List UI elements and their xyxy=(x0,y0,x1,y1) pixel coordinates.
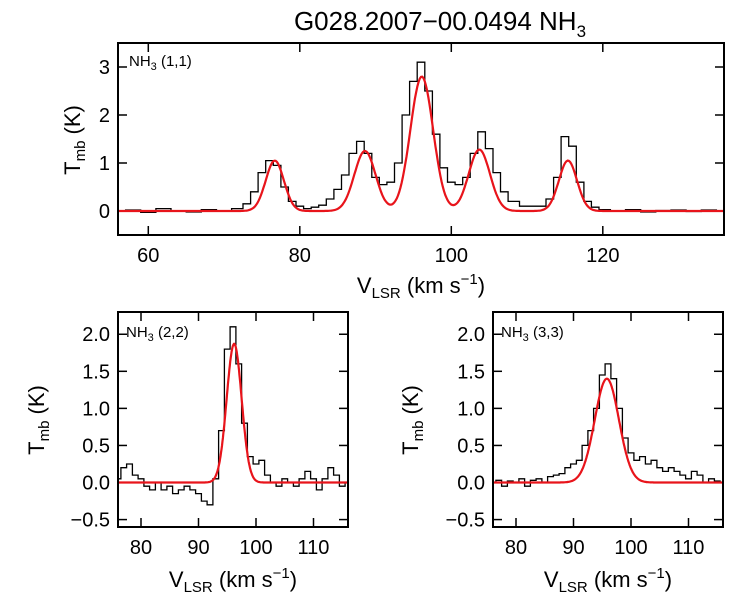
plot-frame xyxy=(117,311,349,528)
figure-title: G028.2007−00.0494 NH3 xyxy=(294,6,586,41)
y-tick-label: 0.0 xyxy=(82,473,110,495)
plot-frame xyxy=(492,311,724,528)
panel-label: NH3 (1,1) xyxy=(129,53,192,73)
panel-nh3-22: NH3 (2,2) VLSR (km s−1) Tmb (K) 80 90 100 1… xyxy=(24,311,349,596)
y-tick-label: 1.0 xyxy=(82,398,110,420)
x-tick-label: 80 xyxy=(289,245,311,267)
y-tick-label: 1.0 xyxy=(457,398,485,420)
panel-label: NH3 (2,2) xyxy=(126,324,189,344)
y-tick-label: 2 xyxy=(99,105,110,127)
x-tick-label: 80 xyxy=(505,537,527,559)
observed-spectrum xyxy=(118,61,724,214)
panel-label: NH3 (3,3) xyxy=(501,324,564,344)
y-tick-label: 1.5 xyxy=(82,361,110,383)
y-axis-label: Tmb (K) xyxy=(24,385,53,455)
y-tick-label: 1.5 xyxy=(457,361,485,383)
x-axis-label: VLSR (km s−1) xyxy=(357,271,485,302)
x-tick-label: 110 xyxy=(298,537,330,559)
model-fit xyxy=(493,377,723,484)
panel-nh3-11: NH3 (1,1) VLSR (km s−1) Tmb (K) 60 80 100 1… xyxy=(60,42,725,302)
y-tick-label: 0.0 xyxy=(457,473,485,495)
y-tick-label: 2.0 xyxy=(82,324,110,346)
x-tick-label: 100 xyxy=(435,245,468,267)
y-tick-label: 2.0 xyxy=(457,324,485,346)
x-axis-label: VLSR (km s−1) xyxy=(169,565,297,596)
x-tick-label: 80 xyxy=(130,537,152,559)
x-tick-label: 90 xyxy=(562,537,584,559)
model-fit xyxy=(118,342,348,484)
x-tick-label: 120 xyxy=(586,245,619,267)
observed-spectrum xyxy=(493,363,723,487)
x-tick-label: 90 xyxy=(187,537,209,559)
y-tick-label: 0 xyxy=(99,201,110,223)
y-tick-label: 0.5 xyxy=(457,435,485,457)
x-tick-label: 100 xyxy=(614,537,647,559)
model-fit xyxy=(118,75,724,213)
y-tick-label: −0.5 xyxy=(71,510,110,532)
y-tick-label: 1 xyxy=(99,153,110,175)
y-tick-label: −0.5 xyxy=(446,510,485,532)
y-tick-label: 3 xyxy=(99,57,110,79)
x-axis-label: VLSR (km s−1) xyxy=(544,565,672,596)
x-tick-label: 60 xyxy=(137,245,159,267)
y-axis-label: Tmb (K) xyxy=(398,385,427,455)
plot-frame xyxy=(117,42,725,236)
x-tick-label: 110 xyxy=(673,537,705,559)
y-axis-label: Tmb (K) xyxy=(60,105,89,175)
y-tick-label: 0.5 xyxy=(82,435,110,457)
panel-nh3-33: NH3 (3,3) VLSR (km s−1) Tmb (K) 80 90 100 1… xyxy=(398,311,724,596)
x-tick-label: 100 xyxy=(239,537,272,559)
observed-spectrum xyxy=(118,326,348,506)
